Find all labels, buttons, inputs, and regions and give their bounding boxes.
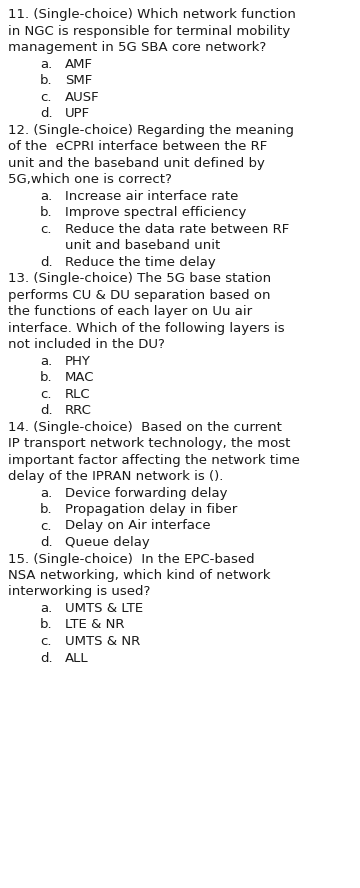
Text: c.: c. [40,223,51,235]
Text: b.: b. [40,503,53,516]
Text: interface. Which of the following layers is: interface. Which of the following layers… [8,321,285,335]
Text: RRC: RRC [65,404,92,417]
Text: UMTS & LTE: UMTS & LTE [65,602,143,615]
Text: 13. (Single-choice) The 5G base station: 13. (Single-choice) The 5G base station [8,272,271,285]
Text: c.: c. [40,635,51,648]
Text: d.: d. [40,404,53,417]
Text: in NGC is responsible for terminal mobility: in NGC is responsible for terminal mobil… [8,25,290,37]
Text: c.: c. [40,519,51,533]
Text: unit and the baseband unit defined by: unit and the baseband unit defined by [8,156,265,170]
Text: PHY: PHY [65,354,91,368]
Text: LTE & NR: LTE & NR [65,619,125,631]
Text: not included in the DU?: not included in the DU? [8,338,165,351]
Text: Propagation delay in fiber: Propagation delay in fiber [65,503,237,516]
Text: b.: b. [40,206,53,219]
Text: MAC: MAC [65,371,94,384]
Text: Device forwarding delay: Device forwarding delay [65,487,228,499]
Text: interworking is used?: interworking is used? [8,585,150,599]
Text: 12. (Single-choice) Regarding the meaning: 12. (Single-choice) Regarding the meanin… [8,123,294,137]
Text: Improve spectral efficiency: Improve spectral efficiency [65,206,246,219]
Text: a.: a. [40,487,52,499]
Text: Delay on Air interface: Delay on Air interface [65,519,211,533]
Text: Increase air interface rate: Increase air interface rate [65,189,238,202]
Text: UMTS & NR: UMTS & NR [65,635,140,648]
Text: d.: d. [40,536,53,549]
Text: AUSF: AUSF [65,91,100,104]
Text: c.: c. [40,387,51,400]
Text: b.: b. [40,371,53,384]
Text: Reduce the data rate between RF: Reduce the data rate between RF [65,223,289,235]
Text: the functions of each layer on Uu air: the functions of each layer on Uu air [8,305,252,318]
Text: a.: a. [40,354,52,368]
Text: 11. (Single-choice) Which network function: 11. (Single-choice) Which network functi… [8,8,296,21]
Text: 14. (Single-choice)  Based on the current: 14. (Single-choice) Based on the current [8,421,282,433]
Text: a.: a. [40,602,52,615]
Text: c.: c. [40,91,51,104]
Text: delay of the IPRAN network is ().: delay of the IPRAN network is (). [8,470,223,483]
Text: performs CU & DU separation based on: performs CU & DU separation based on [8,289,270,302]
Text: ALL: ALL [65,652,89,664]
Text: b.: b. [40,619,53,631]
Text: 5G,which one is correct?: 5G,which one is correct? [8,173,172,186]
Text: IP transport network technology, the most: IP transport network technology, the mos… [8,437,291,450]
Text: d.: d. [40,652,53,664]
Text: NSA networking, which kind of network: NSA networking, which kind of network [8,569,270,582]
Text: important factor affecting the network time: important factor affecting the network t… [8,454,300,466]
Text: d.: d. [40,107,53,120]
Text: SMF: SMF [65,74,92,87]
Text: of the  eCPRI interface between the RF: of the eCPRI interface between the RF [8,140,267,153]
Text: unit and baseband unit: unit and baseband unit [65,239,220,252]
Text: AMF: AMF [65,58,93,70]
Text: a.: a. [40,189,52,202]
Text: a.: a. [40,58,52,70]
Text: RLC: RLC [65,387,91,400]
Text: Reduce the time delay: Reduce the time delay [65,256,216,268]
Text: b.: b. [40,74,53,87]
Text: management in 5G SBA core network?: management in 5G SBA core network? [8,41,266,54]
Text: UPF: UPF [65,107,90,120]
Text: Queue delay: Queue delay [65,536,150,549]
Text: 15. (Single-choice)  In the EPC-based: 15. (Single-choice) In the EPC-based [8,552,255,566]
Text: d.: d. [40,256,53,268]
